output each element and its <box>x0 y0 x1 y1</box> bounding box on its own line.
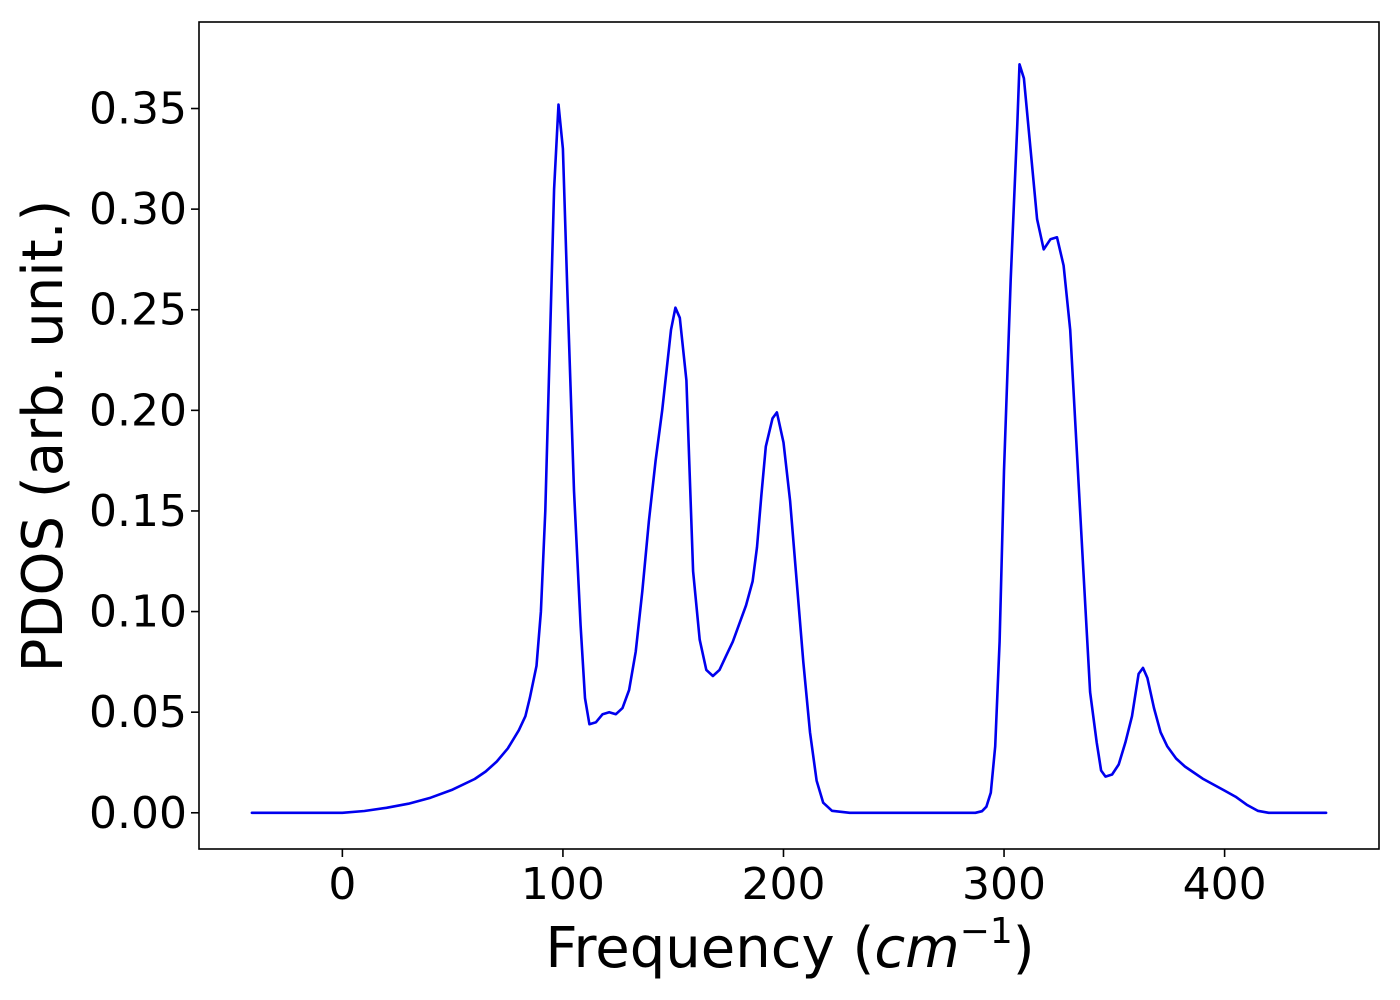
x-tick-label: 300 <box>962 859 1046 910</box>
y-tick-label: 0.35 <box>89 84 187 135</box>
series-layer <box>250 63 1328 815</box>
x-axis-title: Frequency (cm−1) <box>545 911 1034 981</box>
y-tick-label: 0.25 <box>89 285 187 336</box>
x-axis-title-exponent: −1 <box>960 911 1013 952</box>
x-axis-title-suffix: ) <box>1013 916 1035 981</box>
y-tick-label: 0.15 <box>89 486 187 537</box>
x-axis-title-variable: cm <box>874 916 959 981</box>
x-tick-label: 200 <box>741 859 825 910</box>
y-tick-label: 0.00 <box>89 788 187 839</box>
y-tick-label: 0.05 <box>89 687 187 738</box>
y-tick-label: 0.10 <box>89 587 187 638</box>
x-tick-label: 400 <box>1183 859 1267 910</box>
y-tick-label: 0.20 <box>89 385 187 436</box>
plot-frame <box>198 21 1380 850</box>
x-axis-title-prefix: Frequency ( <box>545 916 874 981</box>
pdos-series-line <box>250 63 1328 815</box>
y-tick-label: 0.30 <box>89 184 187 235</box>
x-tick-label: 100 <box>521 859 605 910</box>
y-axis-ticks: 0.00 0.05 0.10 0.15 0.20 0.25 0.30 0.35 <box>89 84 199 839</box>
x-tick-label: 0 <box>328 859 356 910</box>
y-axis-title: PDOS (arb. unit.) <box>11 200 76 673</box>
x-axis-ticks: 0 100 200 300 400 <box>328 849 1267 910</box>
